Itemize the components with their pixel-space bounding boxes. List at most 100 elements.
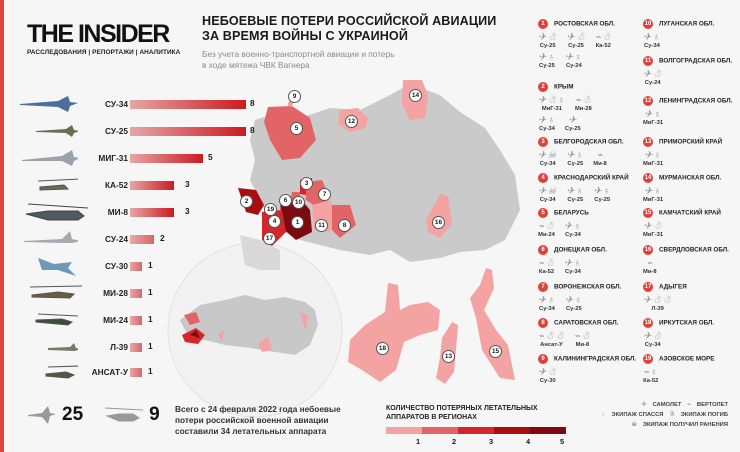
bar-value: 1 — [148, 314, 153, 324]
region-entry: 7 ВОРОНЕЖСКАЯ ОБЛ. ✈♁ Су-34 ✈♁ Су-25 — [538, 282, 622, 312]
map-badge-5: 5 — [290, 122, 303, 135]
region-entry: 18 ИРКУТСКАЯ ОБЛ. ✈☃ Су-34 — [643, 318, 715, 348]
bar-label: АНСАТ-У — [91, 367, 128, 377]
mi24-helicopter-icon — [18, 310, 90, 330]
title-line-1: НЕБОЕВЫЕ ПОТЕРИ РОССИЙСКОЙ АВИАЦИИ — [202, 14, 497, 28]
map-badge-1: 1 — [291, 216, 304, 229]
icon-key: ✈ САМОЛЕТ ⌁ ВЕРТОЛЕТ ♁ ЭКИПАЖ СПАССЯ ☃ ЭКИПАЖ … — [601, 402, 728, 428]
plane-icon: ✈ — [641, 402, 647, 408]
map-badge-2: 2 — [240, 195, 253, 208]
mi28-helicopter-icon — [18, 283, 90, 303]
su25-plane-icon — [18, 121, 90, 141]
map-badge-16: 16 — [432, 216, 445, 229]
bar — [130, 262, 142, 271]
bar-label: СУ-34 — [104, 99, 128, 109]
map-badge-4: 4 — [268, 215, 281, 228]
brand-tagline: РАССЛЕДОВАНИЯ | РЕПОРТАЖИ | АНАЛИТИКА — [27, 49, 181, 56]
bar-value: 8 — [250, 98, 255, 108]
subtitle: Без учета военно-транспортной авиации и … — [202, 49, 394, 71]
bar-value: 1 — [148, 260, 153, 270]
bar — [130, 181, 174, 190]
region-entry: 9 КАЛИНИНГРАДСКАЯ ОБЛ. ✈☃ Су-30 — [538, 354, 637, 384]
bar-label: СУ-30 — [104, 261, 128, 271]
parachute-icon: ♁ — [601, 412, 606, 418]
bar — [130, 235, 154, 244]
region-entry: 16 СВЕРДЛОВСКАЯ ОБЛ. ⌁ Ми-8 — [643, 245, 729, 275]
bar — [130, 289, 142, 298]
map-badge-3: 3 — [300, 177, 313, 190]
bar-label: МИ-24 — [103, 315, 128, 325]
bar-row: СУ-25 8 — [0, 121, 300, 141]
region-18 — [348, 283, 440, 382]
su34-plane-icon — [18, 94, 90, 114]
brand-name: THE INSIDER — [27, 20, 170, 48]
map-badge-9: 9 — [288, 90, 301, 103]
bar-label: МИ-8 — [107, 207, 128, 217]
region-entry: 4 КРАСНОДАРСКИЙ КРАЙ ✈☠ Су-34 ✈♁ Су-25 ✈♁ Су-2… — [538, 173, 629, 203]
bar — [130, 100, 246, 109]
totals: 25 9 — [28, 404, 160, 426]
map-badge-15: 15 — [489, 345, 502, 358]
map-badge-18: 18 — [376, 342, 389, 355]
bar-row: МИ-24 1 — [0, 310, 300, 330]
bar — [130, 316, 142, 325]
bar-row: МИГ-31 5 — [0, 148, 300, 168]
region-entry: 6 ДОНЕЦКАЯ ОБЛ. ⌁☃ Ка-52 ✈♁ Су-34 — [538, 245, 607, 275]
su30-plane-icon — [18, 256, 90, 276]
scale-bar — [386, 427, 566, 434]
died-icon: ☃ — [669, 412, 675, 418]
bar-row: СУ-34 8 — [0, 94, 300, 114]
region-entry: 10 ЛУГАНСКАЯ ОБЛ. ✈♁ Су-34 — [643, 19, 715, 49]
map-badge-8: 8 — [338, 219, 351, 232]
map-badge-17: 17 — [263, 232, 276, 245]
bar-value: 2 — [160, 233, 165, 243]
bar-label: КА-52 — [104, 180, 128, 190]
page-title: НЕБОЕВЫЕ ПОТЕРИ РОССИЙСКОЙ АВИАЦИИ ЗА ВР… — [202, 14, 496, 44]
region-entry: 8 САРАТОВСКАЯ ОБЛ. ⌁☃☃ Ансат-У ⌁☃ Ми-8 — [538, 318, 619, 348]
region-entry: 3 БЕЛГОРОДСКАЯ ОБЛ. ✈☠ Су-34 ✈♁ Су-25 ⌁ Ми-8 — [538, 137, 624, 167]
bar-row: МИ-28 1 — [0, 283, 300, 303]
mig31-plane-icon — [18, 148, 90, 168]
region-entry: 15 КАМЧАТСКИЙ КРАЙ ✈☃ МиГ-31 — [643, 208, 721, 238]
region-entry: 5 БЕЛАРУСЬ ⌁☃ Ми-24 ✈♁ Су-34 — [538, 208, 589, 238]
bar — [130, 208, 174, 217]
bar-row: АНСАТ-У 1 — [0, 362, 300, 382]
logo: THE INSIDER РАССЛЕДОВАНИЯ | РЕПОРТАЖИ | … — [27, 20, 181, 57]
helicopter-icon: ⌁ — [687, 402, 691, 408]
accent-stripe — [0, 0, 4, 452]
planes-total: 25 — [62, 404, 84, 425]
bar-label: МИГ-31 — [98, 153, 128, 163]
bar-row: СУ-24 2 — [0, 229, 300, 249]
map-badge-12: 12 — [345, 115, 358, 128]
color-scale-legend: КОЛИЧЕСТВО ПОТЕРЯНЫХ ЛЕТАТЕЛЬНЫХ АППАРАТ… — [386, 404, 566, 447]
map-badge-10: 10 — [292, 196, 305, 209]
region-entry: 14 МУРМАНСКАЯ ОБЛ. ✈♁ МиГ-31 — [643, 173, 722, 203]
region-entry: 11 ВОЛГОГРАДСКАЯ ОБЛ. ✈☃ Су-24 — [643, 56, 733, 86]
bar-label: Л-39 — [110, 342, 128, 352]
map-badge-14: 14 — [409, 89, 422, 102]
region-entry: 1 РОСТОВСКАЯ ОБЛ. ✈☃ Су-25 ✈☃ Су-25 ⌁☃ Ка-52 ✈… — [538, 19, 615, 69]
scale-ticks: 1 2 3 4 5 — [416, 437, 565, 446]
region-entry: 19 АЗОВСКОЕ МОРЕ ⌁♁ Ка-52 — [643, 354, 715, 384]
bar-row: КА-52 3 — [0, 175, 300, 195]
bar-value: 5 — [208, 152, 213, 162]
region-15 — [470, 268, 515, 380]
scale-title-2: АППАРАТОВ В РЕГИОНАХ — [386, 414, 477, 421]
bar-value: 3 — [185, 179, 190, 189]
su24-plane-icon — [18, 229, 90, 249]
bar-row: СУ-30 1 — [0, 256, 300, 276]
bar — [130, 343, 142, 352]
map-badge-13: 13 — [442, 350, 455, 363]
title-line-2: ЗА ВРЕМЯ ВОЙНЫ С УКРАИНОЙ — [202, 29, 408, 43]
bar-label: МИ-28 — [103, 288, 128, 298]
plane-icon — [28, 406, 56, 424]
bar-value: 1 — [148, 287, 153, 297]
scale-title-1: КОЛИЧЕСТВО ПОТЕРЯНЫХ ЛЕТАТЕЛЬНЫХ — [386, 405, 538, 412]
bar-label: СУ-25 — [104, 126, 128, 136]
helicopter-icon — [105, 407, 144, 422]
bar-label: СУ-24 — [104, 234, 128, 244]
bar-row: МИ-8 3 — [0, 202, 300, 222]
region-entry: 17 АДЫГЕЯ ✈☃☃ Л-39 — [643, 282, 687, 312]
l39-plane-icon — [18, 337, 90, 357]
subtitle-line-2: в ходе мятежа ЧВК Вагнера — [202, 60, 310, 70]
